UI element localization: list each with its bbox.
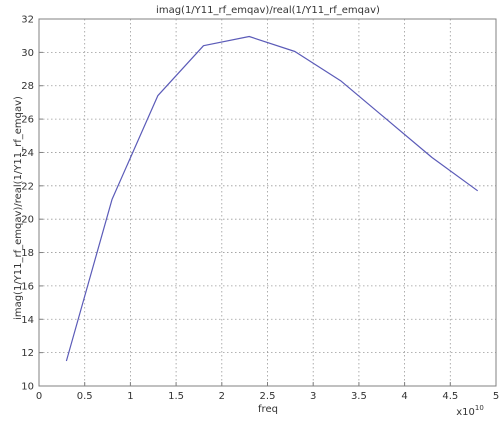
y-tick-label: 14 bbox=[21, 315, 34, 326]
x-scale-exponent: 10 bbox=[475, 404, 484, 412]
data-point bbox=[65, 360, 67, 362]
x-tick-label: 0 bbox=[36, 391, 42, 402]
data-point bbox=[385, 118, 387, 120]
y-tick-label: 24 bbox=[21, 148, 34, 159]
x-tick-label: 2 bbox=[219, 391, 225, 402]
grid-lines bbox=[39, 19, 496, 386]
x-tick-label: 2.5 bbox=[260, 391, 276, 402]
x-tick-label: 3.5 bbox=[351, 391, 367, 402]
y-tick-label: 28 bbox=[21, 81, 34, 92]
data-point bbox=[477, 190, 479, 192]
x-tick-label: 3 bbox=[310, 391, 316, 402]
x-tick-label: 1 bbox=[127, 391, 133, 402]
data-point bbox=[157, 95, 159, 97]
series-line bbox=[65, 35, 479, 362]
y-tick-label: 22 bbox=[21, 181, 34, 192]
plot-area-frame bbox=[38, 18, 497, 387]
y-tick-label: 20 bbox=[21, 215, 34, 226]
series-group bbox=[65, 35, 479, 362]
x-scale-base: x10 bbox=[456, 407, 475, 418]
y-tick-label: 26 bbox=[21, 115, 34, 126]
data-point bbox=[111, 198, 113, 200]
x-axis-scale-factor: x1010 bbox=[456, 404, 484, 418]
x-axis-label: freq bbox=[258, 404, 278, 415]
x-tick-label: 0.5 bbox=[77, 391, 93, 402]
y-tick-label: 10 bbox=[21, 382, 34, 393]
x-tick-label: 4.5 bbox=[442, 391, 458, 402]
data-point bbox=[248, 35, 250, 37]
y-tick-label: 32 bbox=[21, 15, 34, 26]
y-tick-label: 12 bbox=[21, 348, 34, 359]
y-tick-label: 16 bbox=[21, 281, 34, 292]
y-tick-label: 30 bbox=[21, 48, 34, 59]
data-point bbox=[431, 156, 433, 158]
y-tick-label: 18 bbox=[21, 248, 34, 259]
data-point bbox=[202, 44, 204, 46]
x-tick-label: 5 bbox=[493, 391, 499, 402]
y-axis-label: imag(1/Y11_rf_emqav)/real(1/Y11_rf_emqav… bbox=[13, 96, 24, 320]
x-tick-label: 1.5 bbox=[168, 391, 184, 402]
axis-ticks: 0 0.5 1 1.5 2 2.5 3 3.5 4 4.5 5 10 12 14 16 18 20 22 24 26 2… bbox=[21, 15, 499, 403]
chart-title: imag(1/Y11_rf_emqav)/real(1/Y11_rf_emqav… bbox=[156, 5, 380, 16]
data-point bbox=[339, 80, 341, 82]
data-point bbox=[294, 50, 296, 52]
x-tick-label: 4 bbox=[401, 391, 407, 402]
